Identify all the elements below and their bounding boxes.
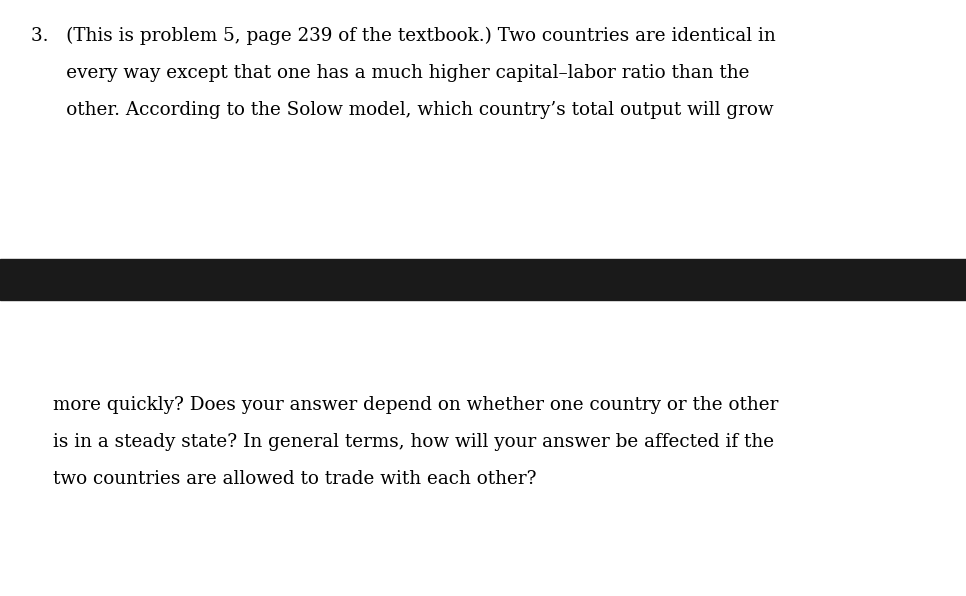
Text: is in a steady state? In general terms, how will your answer be affected if the: is in a steady state? In general terms, … (53, 433, 775, 451)
Text: every way except that one has a much higher capital–labor ratio than the: every way except that one has a much hig… (31, 64, 750, 82)
Text: more quickly? Does your answer depend on whether one country or the other: more quickly? Does your answer depend on… (53, 396, 779, 414)
Text: two countries are allowed to trade with each other?: two countries are allowed to trade with … (53, 470, 537, 488)
Text: other. According to the Solow model, which country’s total output will grow: other. According to the Solow model, whi… (31, 101, 774, 119)
Bar (0, 259, 966, 300)
Text: 3.   (This is problem 5, page 239 of the textbook.) Two countries are identical : 3. (This is problem 5, page 239 of the t… (31, 27, 776, 45)
